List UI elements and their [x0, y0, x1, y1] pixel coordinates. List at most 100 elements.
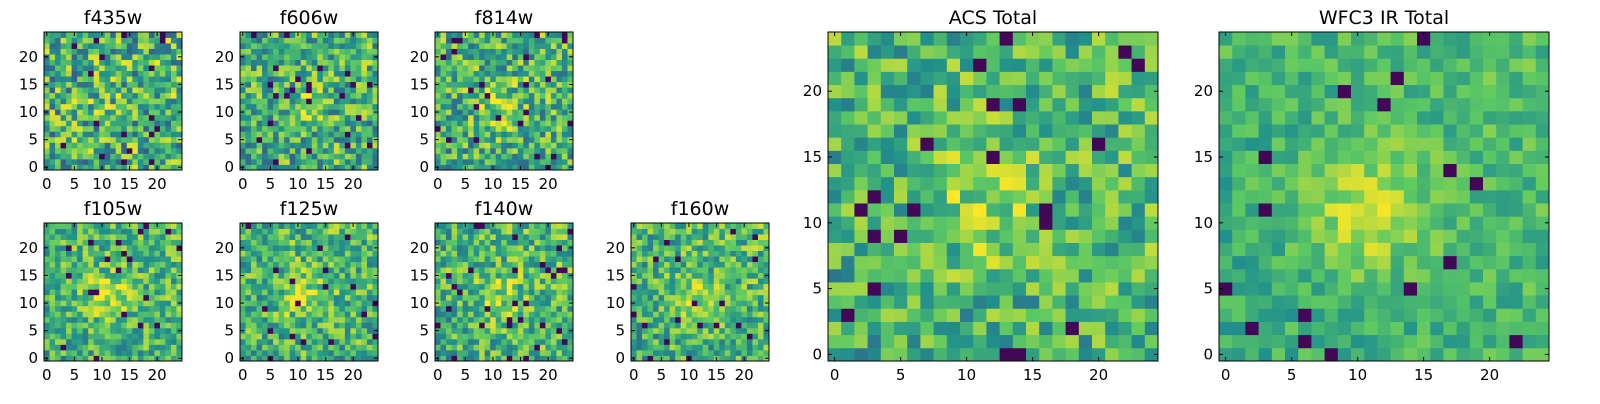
- heatmap-cell: [474, 126, 480, 132]
- heatmap-cell: [356, 60, 362, 66]
- heatmap-cell: [496, 131, 502, 137]
- heatmap-cell: [551, 311, 557, 317]
- heatmap-cell: [301, 295, 307, 301]
- heatmap-cell: [339, 60, 345, 66]
- heatmap-cell: [675, 300, 681, 306]
- heatmap-cell: [312, 350, 318, 356]
- heatmap-cell: [149, 71, 155, 77]
- heatmap-cell: [138, 120, 144, 126]
- heatmap-cell: [279, 229, 285, 235]
- heatmap-cell: [171, 311, 177, 317]
- heatmap-cell: [1026, 269, 1040, 283]
- heatmap-cell: [328, 65, 334, 71]
- heatmap-cell: [986, 322, 1000, 336]
- heatmap-cell: [317, 104, 323, 110]
- heatmap-cell: [490, 256, 496, 262]
- heatmap-cell: [246, 339, 252, 345]
- heatmap-cell: [714, 350, 720, 356]
- heatmap-cell: [55, 87, 61, 93]
- heatmap-cell: [279, 115, 285, 121]
- heatmap-cell: [94, 65, 100, 71]
- heatmap-cell: [306, 240, 312, 246]
- heatmap-cell: [279, 126, 285, 132]
- heatmap-cell: [894, 243, 908, 257]
- heatmap-cell: [747, 311, 753, 317]
- heatmap-cell: [479, 54, 485, 60]
- heatmap-cell: [99, 333, 105, 339]
- heatmap-cell: [534, 120, 540, 126]
- heatmap-cell: [441, 289, 447, 295]
- heatmap-cell: [350, 328, 356, 334]
- heatmap-cell: [350, 65, 356, 71]
- heatmap-cell: [165, 93, 171, 99]
- heatmap-cell: [435, 311, 441, 317]
- heatmap-cell: [562, 284, 568, 290]
- heatmap-cell: [246, 82, 252, 88]
- heatmap-cell: [154, 38, 160, 44]
- heatmap-cell: [317, 49, 323, 55]
- heatmap-cell: [138, 278, 144, 284]
- heatmap-cell: [841, 256, 855, 270]
- heatmap-cell: [273, 256, 279, 262]
- heatmap-cell: [83, 98, 89, 104]
- heatmap-cell: [540, 262, 546, 268]
- heatmap-cell: [708, 240, 714, 246]
- heatmap-cell: [295, 273, 301, 279]
- heatmap-cell: [55, 115, 61, 121]
- heatmap-cell: [1039, 308, 1053, 322]
- heatmap-cell: [334, 273, 340, 279]
- heatmap-cell: [692, 289, 698, 295]
- heatmap-cell: [1145, 322, 1159, 336]
- heatmap-cell: [681, 322, 687, 328]
- heatmap-cell: [562, 60, 568, 66]
- heatmap-cell: [132, 115, 138, 121]
- heatmap-cell: [468, 65, 474, 71]
- y-tick-label: 20: [215, 239, 234, 257]
- heatmap-cell: [545, 317, 551, 323]
- heatmap-cell: [490, 339, 496, 345]
- heatmap-cell: [1052, 243, 1066, 257]
- heatmap-cell: [714, 344, 720, 350]
- heatmap-cell: [301, 131, 307, 137]
- heatmap-cell: [312, 300, 318, 306]
- heatmap-cell: [653, 234, 659, 240]
- heatmap-cell: [496, 153, 502, 159]
- heatmap-cell: [138, 38, 144, 44]
- heatmap-cell: [99, 229, 105, 235]
- heatmap-cell: [490, 289, 496, 295]
- heatmap-cell: [339, 38, 345, 44]
- heatmap-cell: [284, 115, 290, 121]
- heatmap-cell: [361, 104, 367, 110]
- heatmap-cell: [246, 284, 252, 290]
- heatmap-cell: [446, 137, 452, 143]
- heatmap-cell: [116, 120, 122, 126]
- heatmap-cell: [452, 278, 458, 284]
- heatmap-cell: [758, 328, 764, 334]
- heatmap-cell: [631, 295, 637, 301]
- heatmap-cell: [534, 98, 540, 104]
- heatmap-cell: [279, 120, 285, 126]
- heatmap-cell: [55, 148, 61, 154]
- heatmap-cell: [534, 115, 540, 121]
- heatmap-cell: [246, 115, 252, 121]
- heatmap-cell: [556, 256, 562, 262]
- heatmap-cell: [240, 120, 246, 126]
- heatmap-cell: [664, 267, 670, 273]
- heatmap-cell: [301, 245, 307, 251]
- heatmap-cell: [290, 120, 296, 126]
- heatmap-cell: [894, 282, 908, 296]
- heatmap-cell: [268, 333, 274, 339]
- heatmap-cell: [323, 295, 329, 301]
- heatmap-cell: [149, 223, 155, 229]
- heatmap-cell: [88, 54, 94, 60]
- heatmap-cell: [273, 126, 279, 132]
- heatmap-cell: [246, 104, 252, 110]
- heatmap-cell: [121, 251, 127, 257]
- heatmap-cell: [88, 317, 94, 323]
- heatmap-cell: [512, 137, 518, 143]
- heatmap-cell: [479, 262, 485, 268]
- heatmap-cell: [160, 38, 166, 44]
- heatmap-cell: [143, 159, 149, 165]
- heatmap-cell: [328, 126, 334, 132]
